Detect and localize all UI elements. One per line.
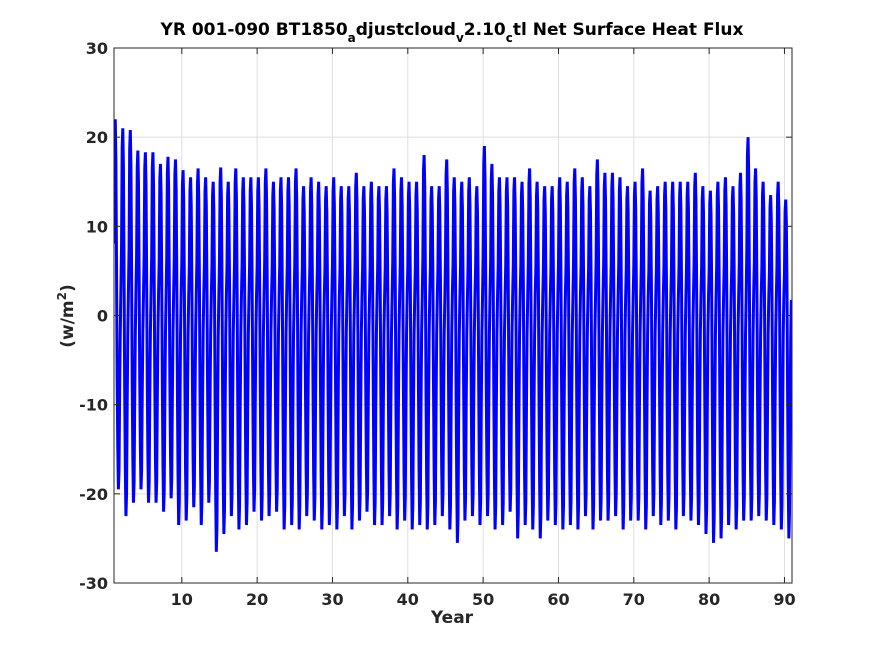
x-tick-label: 10 (171, 590, 193, 609)
title-part: djustcloud (356, 20, 456, 40)
x-tick-label: 20 (246, 590, 268, 609)
y-axis-label-text: (w/m (58, 300, 78, 347)
x-tick-label: 90 (773, 590, 795, 609)
y-tick-label: -10 (79, 396, 108, 415)
x-tick-label: 60 (547, 590, 569, 609)
x-tick-label: 80 (698, 590, 720, 609)
x-tick-label: 70 (623, 590, 645, 609)
title-subscript: c (506, 31, 513, 45)
y-tick-label: 30 (86, 39, 108, 58)
series-line (114, 119, 792, 552)
y-axis-label-superscript: 2 (55, 292, 69, 300)
y-tick-label: -20 (79, 485, 108, 504)
title-subscript: v (456, 31, 464, 45)
y-axis-label: (w/m2) (55, 284, 78, 348)
x-tick-label: 40 (397, 590, 419, 609)
y-axis: -30 -20 -10 0 10 20 30 (79, 39, 792, 593)
x-axis: 10 20 30 40 50 60 70 80 90 (171, 48, 796, 609)
y-tick-label: -30 (79, 574, 108, 593)
chart-title: YR 001-090 BT1850adjustcloudv2.10ctl Net… (160, 20, 744, 45)
x-tick-label: 30 (321, 590, 343, 609)
series-layer (114, 119, 792, 552)
y-axis-label-text: ) (58, 284, 78, 292)
title-subscript: a (348, 31, 356, 45)
title-part: 2.10 (464, 20, 506, 40)
title-part: YR 001-090 BT1850 (160, 20, 348, 40)
x-axis-label: Year (430, 608, 474, 628)
y-tick-label: 20 (86, 128, 108, 147)
y-tick-label: 10 (86, 217, 108, 236)
x-tick-label: 50 (472, 590, 494, 609)
title-part: tl Net Surface Heat Flux (513, 20, 744, 40)
y-tick-label: 0 (97, 307, 108, 326)
